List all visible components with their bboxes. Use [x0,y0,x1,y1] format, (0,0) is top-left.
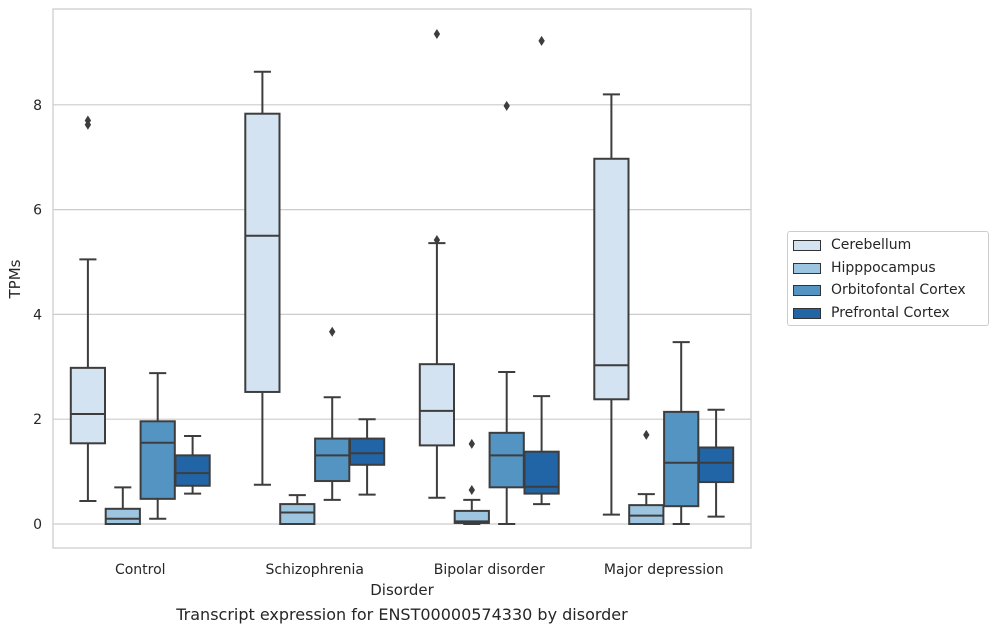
x-tick-label: Control [115,562,166,578]
x-axis-label: Disorder [370,581,434,599]
plot-frame [52,8,752,549]
chart-caption: Transcript expression for ENST0000057433… [176,605,628,624]
box [697,446,735,484]
legend-swatch-orbitofrontal [793,284,821,296]
box [628,504,665,525]
box-group [453,438,490,525]
box-group [104,486,141,525]
y-axis-label: TPMs [6,259,24,299]
box [104,507,141,525]
legend-swatch-prefrontal [793,307,821,319]
legend-item-cerebellum: Cerebellum [793,236,911,254]
x-tick-labels: Control Schizophrenia Bipolar disorder Majo… [115,562,724,578]
y-tick-label: 4 [33,307,42,323]
boxplot-marks [69,29,735,526]
box [69,366,107,445]
y-tick-label: 2 [33,412,42,428]
x-tick-label: Major depression [604,562,724,578]
legend-swatch-cerebellum [793,239,821,251]
legend-label: Cerebellum [831,237,912,253]
box-group [418,29,456,499]
box [314,437,351,483]
outlier-point [538,35,545,46]
box-group [348,418,386,496]
legend-item-orbitofrontal: Orbitofontal Cortex [793,281,966,299]
box [348,437,386,466]
x-tick-label: Bipolar disorder [434,562,545,578]
box [139,420,176,500]
box-group [593,93,630,516]
box [418,363,456,447]
box-group [69,115,107,502]
box-group [663,341,700,525]
x-tick-label: Schizophrenia [266,562,364,578]
outlier-point [503,100,510,111]
legend-swatch-hippocampus [793,262,821,274]
box [174,454,211,487]
y-tick-label: 0 [33,517,42,533]
box [279,503,316,526]
box-group [628,429,665,525]
box-group [488,100,525,525]
outlier-point [433,234,441,245]
outlier-point [643,429,650,440]
outlier-point [84,115,92,126]
legend-label: Prefrontal Cortex [831,305,950,321]
box [663,410,700,508]
legend-item-prefrontal: Prefrontal Cortex [793,304,950,322]
legend-label: Orbitofontal Cortex [831,282,966,298]
legend-item-hippocampus: Hipppocampus [793,259,936,277]
legend-label: Hipppocampus [831,260,936,276]
outlier-point [468,484,475,495]
box-group [139,372,176,520]
box-group [697,408,735,518]
y-tick-labels: 0 2 4 6 8 [33,98,42,533]
box [488,431,525,489]
box-group [279,494,316,526]
outlier-point [468,438,475,449]
box [453,509,490,524]
legend: Cerebellum Hipppocampus Orbitofontal Cor… [787,231,989,326]
box [244,112,281,393]
outlier-point [433,29,441,40]
box-group [174,434,211,495]
y-tick-label: 8 [33,98,42,114]
outlier-point [329,326,336,337]
box [593,157,630,401]
box-group [314,326,351,501]
box-group [244,70,281,486]
y-tick-label: 6 [33,203,42,219]
box-group [523,35,560,506]
